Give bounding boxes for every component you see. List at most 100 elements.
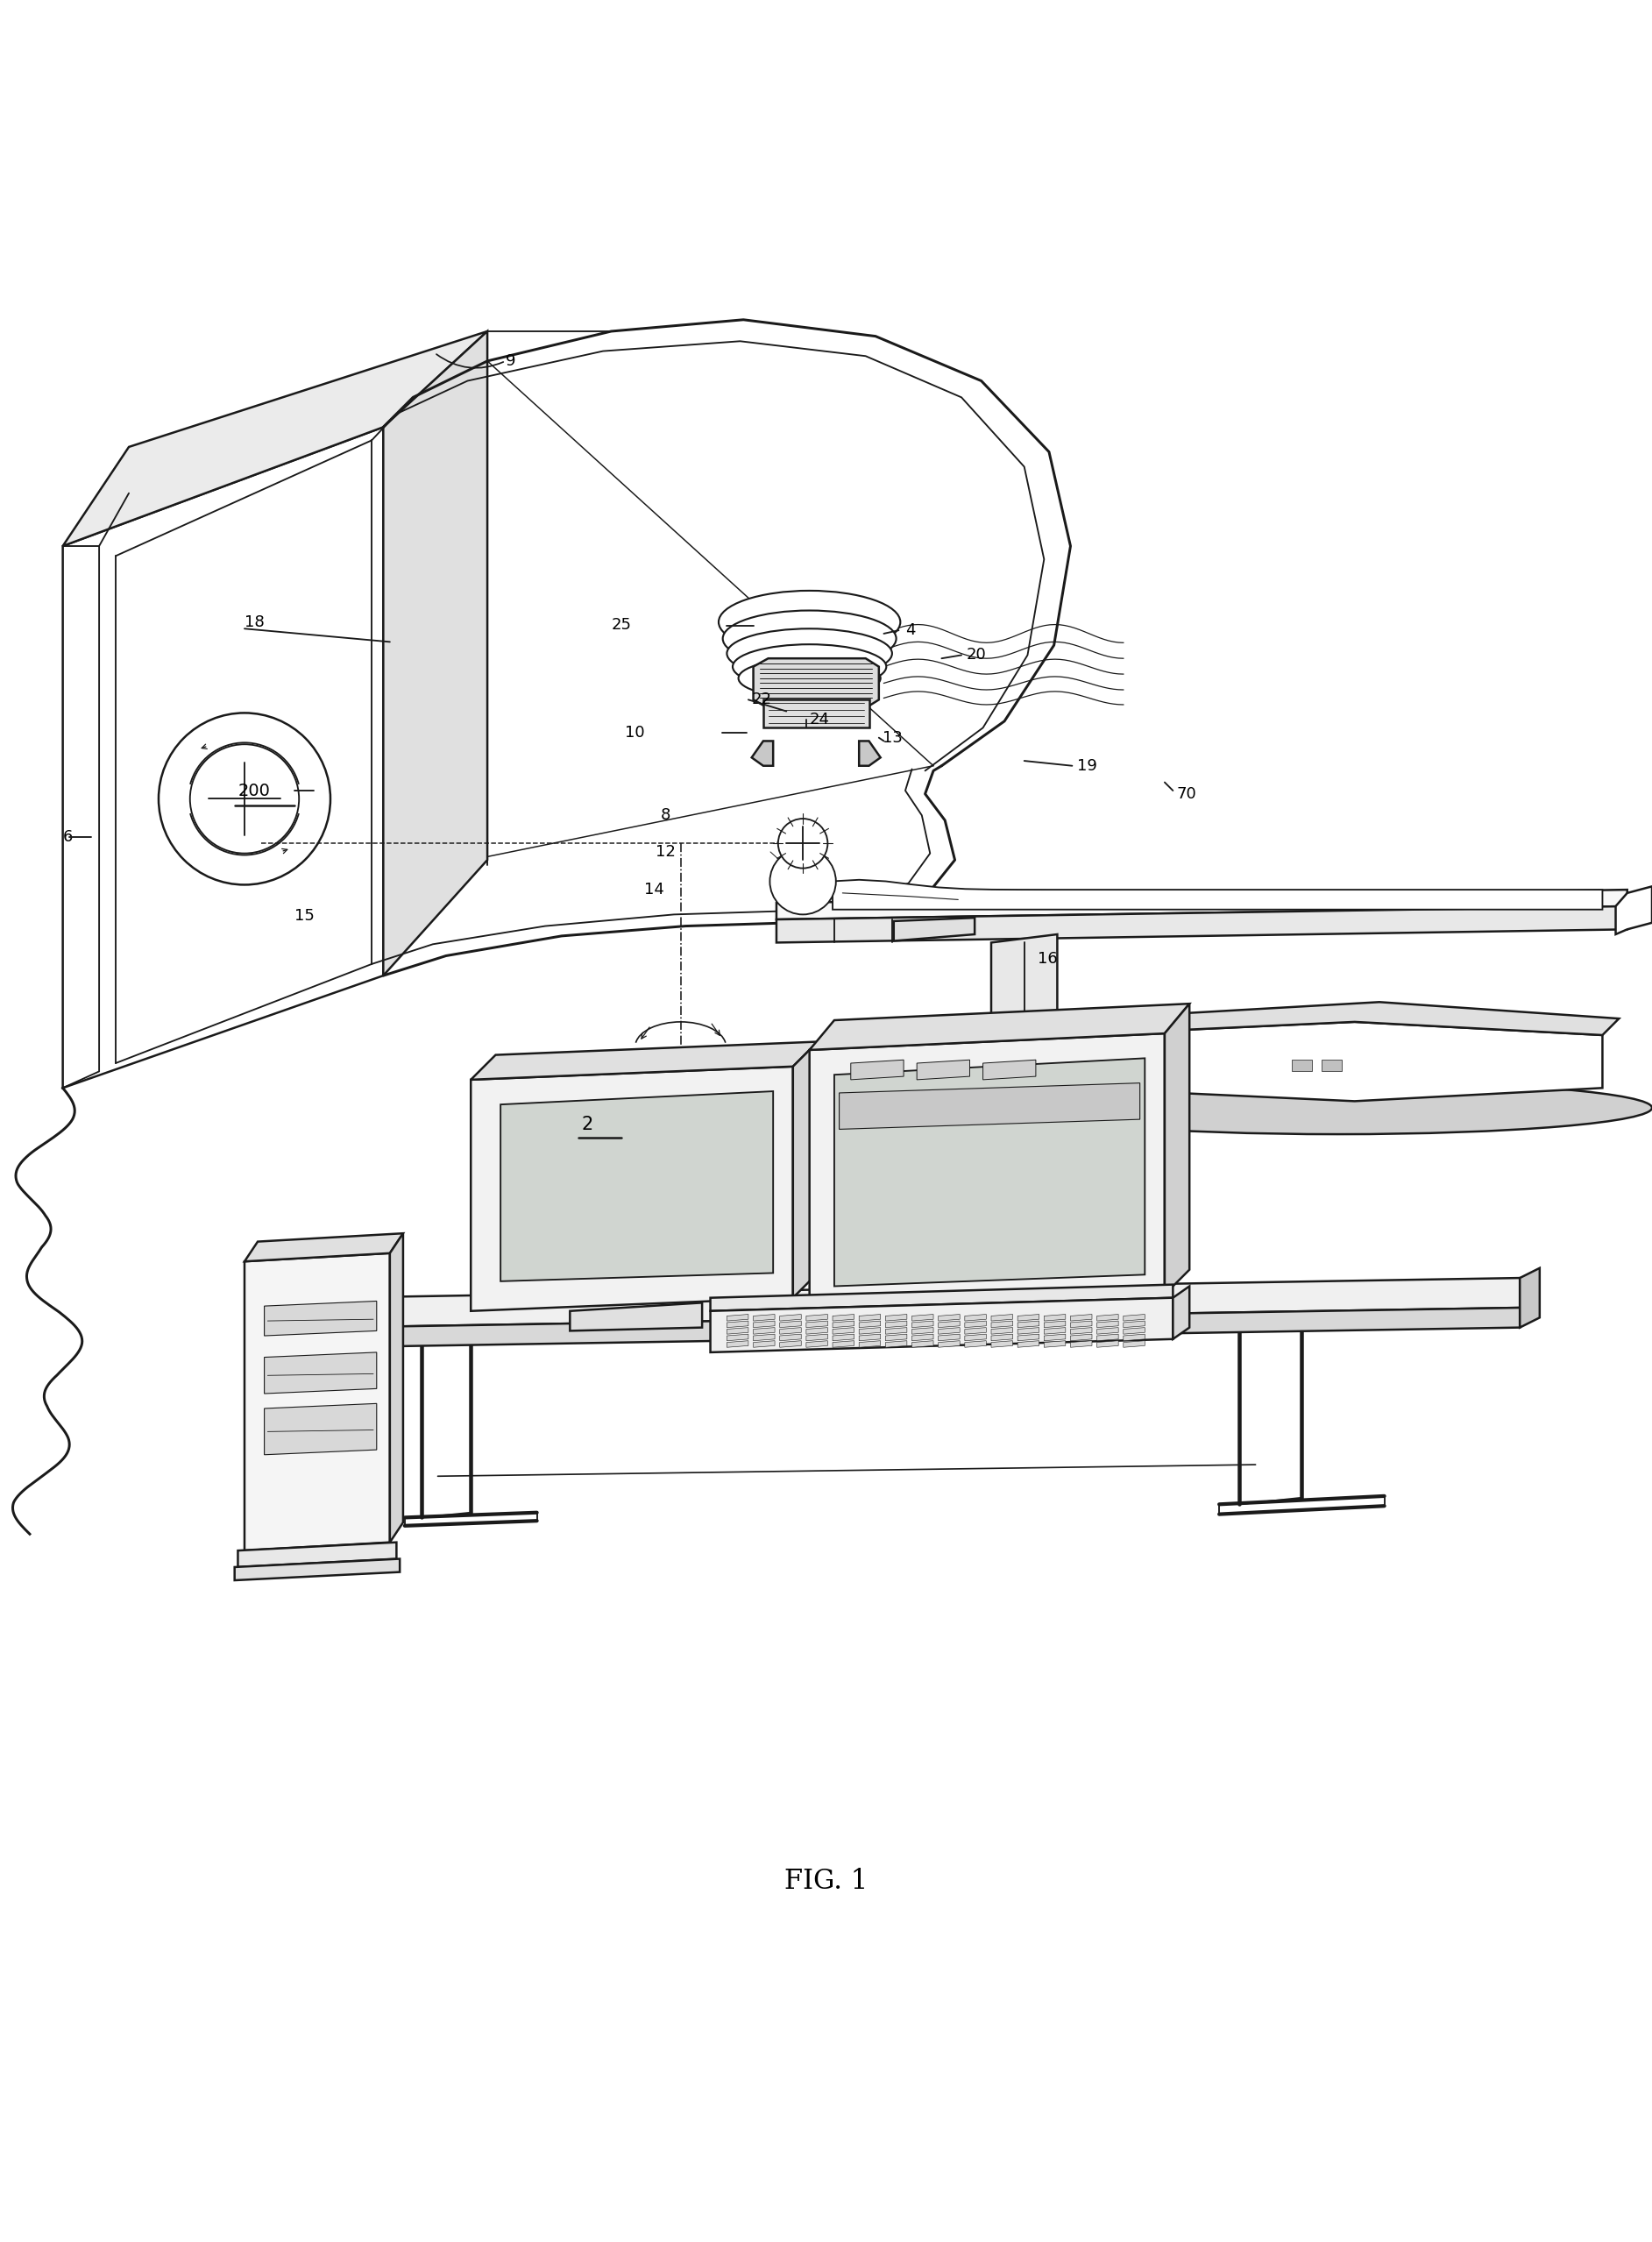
Polygon shape: [235, 1558, 400, 1581]
Polygon shape: [1097, 1341, 1118, 1347]
Polygon shape: [965, 1327, 986, 1334]
Text: 15: 15: [294, 908, 314, 924]
Polygon shape: [330, 1307, 1520, 1347]
Polygon shape: [780, 1334, 801, 1341]
Text: 22: 22: [752, 693, 771, 708]
Text: 19: 19: [1077, 758, 1097, 773]
Polygon shape: [912, 1321, 933, 1327]
Polygon shape: [63, 428, 383, 1087]
Polygon shape: [264, 1300, 377, 1336]
Polygon shape: [965, 1321, 986, 1327]
Polygon shape: [991, 1341, 1013, 1347]
Polygon shape: [1044, 1334, 1066, 1341]
Polygon shape: [834, 1058, 1145, 1287]
Circle shape: [778, 818, 828, 868]
Polygon shape: [833, 1327, 854, 1334]
Polygon shape: [1123, 1327, 1145, 1334]
Polygon shape: [753, 1321, 775, 1327]
Polygon shape: [1520, 1269, 1540, 1327]
Polygon shape: [710, 1298, 1173, 1352]
Text: 4: 4: [905, 623, 915, 639]
Ellipse shape: [760, 1049, 1272, 1099]
Polygon shape: [912, 1341, 933, 1347]
Polygon shape: [965, 1314, 986, 1321]
Polygon shape: [885, 1327, 907, 1334]
Circle shape: [770, 847, 836, 915]
Polygon shape: [806, 1314, 828, 1321]
Polygon shape: [776, 890, 1627, 919]
Polygon shape: [991, 1314, 1013, 1321]
Polygon shape: [780, 1327, 801, 1334]
Text: 20: 20: [966, 648, 986, 664]
Polygon shape: [727, 1321, 748, 1327]
Polygon shape: [1044, 1341, 1066, 1347]
Polygon shape: [833, 1314, 854, 1321]
Polygon shape: [806, 1321, 828, 1327]
Bar: [1292, 1060, 1312, 1072]
Text: 10: 10: [624, 724, 644, 740]
Polygon shape: [859, 742, 881, 767]
Polygon shape: [244, 1253, 390, 1551]
Polygon shape: [1070, 1022, 1602, 1101]
Polygon shape: [383, 332, 487, 975]
Polygon shape: [1070, 1327, 1092, 1334]
Polygon shape: [753, 1341, 775, 1347]
Polygon shape: [570, 1303, 702, 1332]
Polygon shape: [1070, 1341, 1092, 1347]
Polygon shape: [1044, 1327, 1066, 1334]
Polygon shape: [806, 1341, 828, 1347]
Polygon shape: [885, 1314, 907, 1321]
Polygon shape: [238, 1542, 396, 1567]
Polygon shape: [833, 1341, 854, 1347]
Polygon shape: [965, 1341, 986, 1347]
Text: FIG. 1: FIG. 1: [785, 1868, 867, 1894]
Polygon shape: [63, 332, 487, 547]
Polygon shape: [938, 1321, 960, 1327]
Polygon shape: [894, 917, 975, 942]
Polygon shape: [1616, 886, 1652, 935]
Polygon shape: [753, 1334, 775, 1341]
Polygon shape: [1070, 1321, 1092, 1327]
Text: 6: 6: [63, 830, 73, 845]
Polygon shape: [1097, 1334, 1118, 1341]
Polygon shape: [1018, 1334, 1039, 1341]
Polygon shape: [859, 1334, 881, 1341]
Polygon shape: [991, 935, 1057, 1043]
Text: 2: 2: [582, 1117, 593, 1132]
Polygon shape: [264, 1403, 377, 1455]
Polygon shape: [809, 1034, 1165, 1312]
Polygon shape: [912, 1327, 933, 1334]
Polygon shape: [885, 1321, 907, 1327]
Text: 70: 70: [1176, 787, 1196, 803]
Polygon shape: [885, 1341, 907, 1347]
Text: 12: 12: [656, 843, 676, 859]
Polygon shape: [833, 1334, 854, 1341]
Polygon shape: [983, 1060, 1036, 1081]
Polygon shape: [1018, 1314, 1039, 1321]
Ellipse shape: [738, 659, 881, 697]
Ellipse shape: [724, 610, 897, 666]
Polygon shape: [763, 700, 869, 729]
Polygon shape: [1123, 1314, 1145, 1321]
Polygon shape: [809, 1004, 1189, 1049]
Text: 14: 14: [644, 881, 664, 897]
Text: 24: 24: [809, 711, 829, 726]
Polygon shape: [780, 1341, 801, 1347]
Polygon shape: [1165, 1004, 1189, 1294]
Polygon shape: [1070, 1314, 1092, 1321]
Text: 16: 16: [1037, 951, 1057, 966]
Polygon shape: [806, 1334, 828, 1341]
Polygon shape: [1097, 1327, 1118, 1334]
Polygon shape: [752, 742, 773, 767]
Polygon shape: [727, 1314, 748, 1321]
Polygon shape: [753, 1327, 775, 1334]
Ellipse shape: [1024, 1081, 1652, 1134]
Polygon shape: [859, 1341, 881, 1347]
Polygon shape: [859, 1321, 881, 1327]
Polygon shape: [859, 1327, 881, 1334]
Polygon shape: [833, 1321, 854, 1327]
Polygon shape: [1070, 1002, 1619, 1036]
Polygon shape: [264, 1352, 377, 1395]
Polygon shape: [885, 1334, 907, 1341]
Text: 18: 18: [244, 614, 264, 630]
